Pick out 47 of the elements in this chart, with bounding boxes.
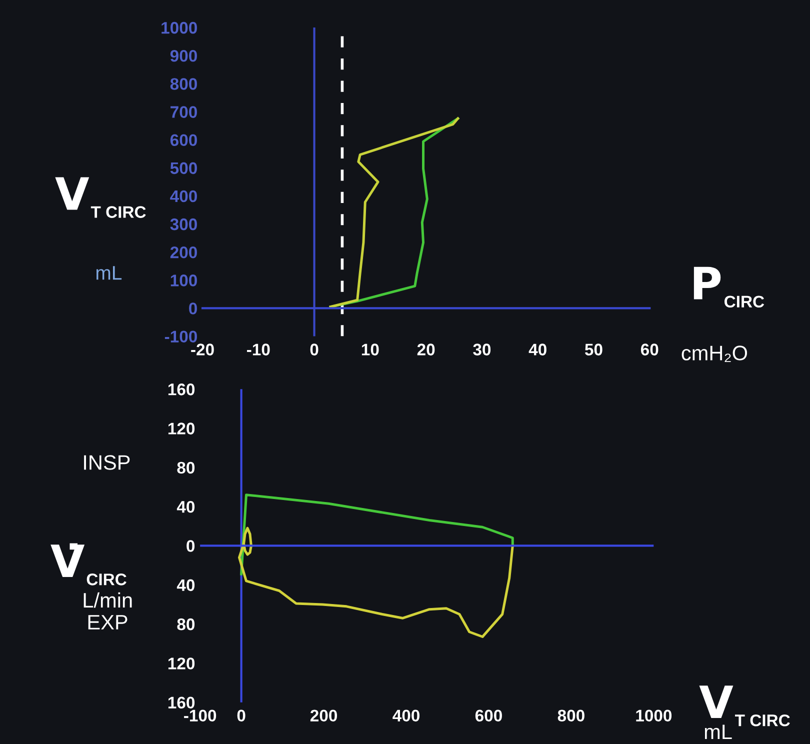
text: mL xyxy=(96,266,122,280)
x-tick-label: 50 xyxy=(584,344,602,356)
y-tick-label: 300 xyxy=(170,218,197,230)
y-tick-label: -100 xyxy=(164,330,197,342)
x-tick-label: 0 xyxy=(310,344,318,356)
x-axis-title: PCIRC xyxy=(694,266,764,308)
y-axis-title: VT CIRC xyxy=(55,177,146,218)
x-tick-label: -20 xyxy=(191,344,214,356)
x-tick-label: 1000 xyxy=(636,710,672,722)
y-tick-label: 700 xyxy=(170,106,197,118)
y-tick-label: 160 xyxy=(168,384,195,396)
x-tick-label: 200 xyxy=(310,710,337,722)
line-series xyxy=(238,526,514,638)
y-tick-label: 0 xyxy=(186,540,195,552)
y-tick-label: 600 xyxy=(170,134,197,146)
text: L/min xyxy=(84,592,132,608)
y-tick-label: 0 xyxy=(189,302,197,314)
y-tick-label: 900 xyxy=(170,50,197,62)
y-tick-label: 200 xyxy=(170,246,197,258)
text: cmH₂O xyxy=(682,346,748,362)
x-tick-label: 0 xyxy=(237,710,246,722)
y-tick-label: 400 xyxy=(170,190,197,202)
x-tick-label: 400 xyxy=(392,710,420,722)
y-tick-label: 80 xyxy=(177,462,195,474)
text: mL xyxy=(704,724,732,740)
y-axis-title: V̇CIRC xyxy=(50,543,126,586)
x-tick-label: 60 xyxy=(640,344,658,356)
y-tick-label: 40 xyxy=(176,579,195,592)
x-tick-label: 10 xyxy=(362,344,379,356)
y-tick-label: 800 xyxy=(170,78,197,90)
line-series xyxy=(240,494,514,576)
y-tick-label: 500 xyxy=(170,162,197,174)
y-tick-label: 100 xyxy=(170,274,197,286)
y-tick-label: 40 xyxy=(176,500,195,513)
y-tick-label: 120 xyxy=(168,422,195,434)
y-tick-label: 1000 xyxy=(162,22,197,34)
x-tick-label: -10 xyxy=(247,344,270,356)
text: INSP xyxy=(84,455,130,470)
text: EXP xyxy=(88,615,128,630)
y-tick-label: 120 xyxy=(168,658,195,670)
y-tick-label: 160 xyxy=(168,696,195,709)
x-tick-label: 800 xyxy=(558,710,584,722)
x-tick-label: 40 xyxy=(528,344,546,356)
x-tick-label: 600 xyxy=(475,710,502,722)
y-tick-label: 80 xyxy=(177,618,195,630)
x-tick-label: 20 xyxy=(417,344,435,356)
x-tick-label: 30 xyxy=(473,344,491,356)
